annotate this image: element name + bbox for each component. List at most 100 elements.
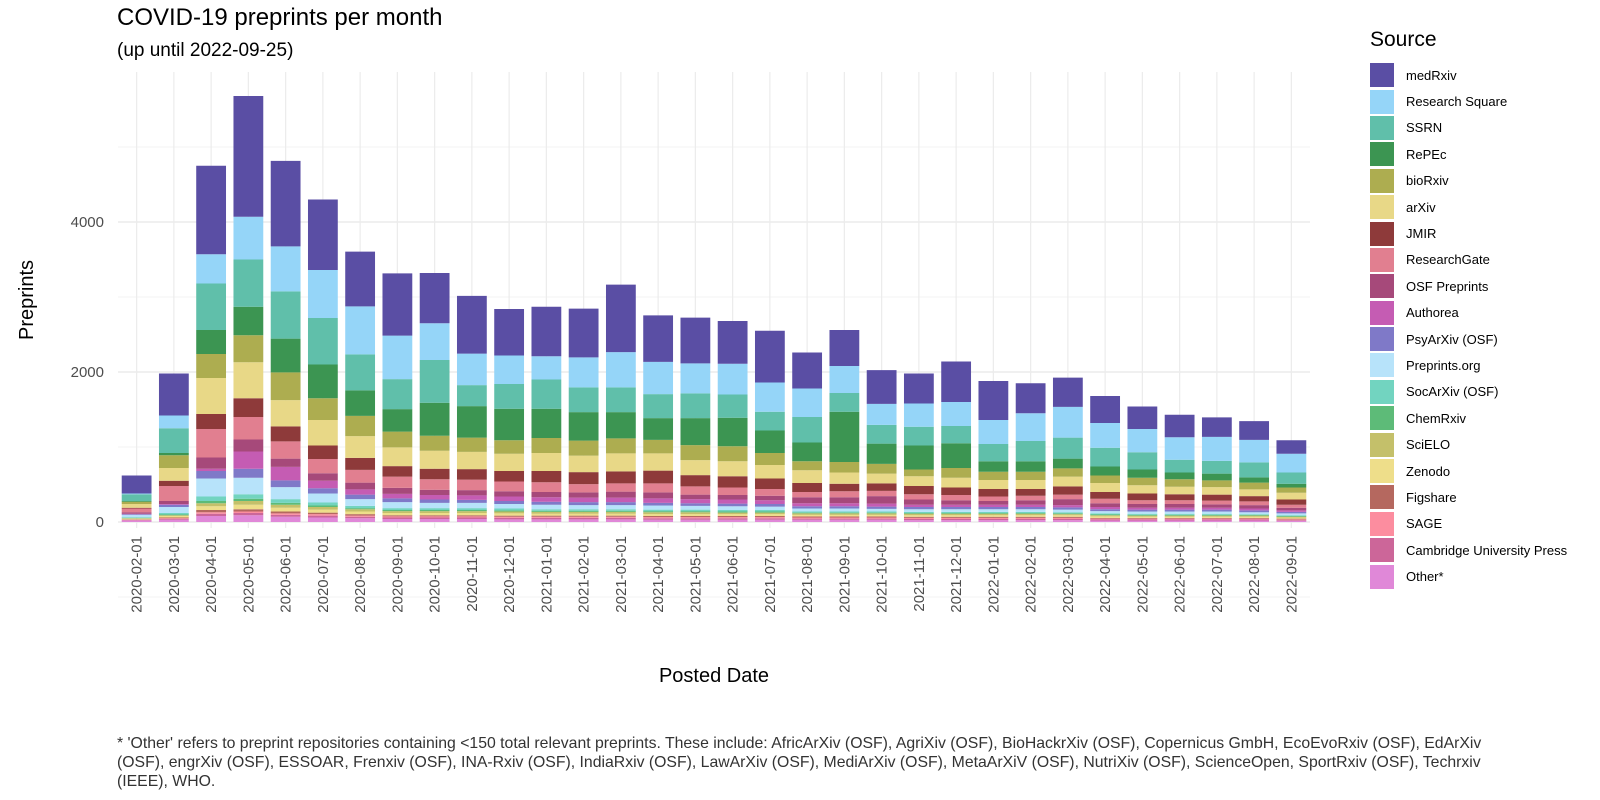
bar-segment [680,486,711,495]
bar-segment [382,273,413,336]
bar-segment [121,493,152,495]
bar-segment [233,498,264,501]
bar-segment [158,516,189,518]
bar-segment [792,513,823,515]
bar-segment [1201,509,1232,512]
bar-segment [456,469,487,480]
bar-segment [121,514,152,515]
bar-segment [382,519,413,522]
bar-segment [233,509,264,512]
bar-segment [1052,520,1083,523]
bar-segment [1276,517,1307,519]
bar-segment [1164,479,1195,487]
bar-segment [456,517,487,519]
legend-label: ResearchGate [1406,252,1490,268]
bar-segment [1015,504,1046,507]
bar-segment [1239,518,1270,520]
bar-segment [531,438,562,453]
bar-segment [121,512,152,514]
x-tick-label: 2021-04-01 [650,536,667,613]
bar-segment [643,517,674,519]
bar-segment [345,511,376,515]
bar-segment [1090,483,1121,492]
bar-segment [717,510,748,512]
bar-segment [345,515,376,517]
bar-segment [419,273,450,324]
bar-segment [680,505,711,510]
x-tick-label: 2020-07-01 [315,536,332,613]
bar-segment [419,360,450,403]
bar-segment [1052,517,1083,520]
bar-segment [903,504,934,507]
legend-item: JMIR [1370,220,1567,246]
bar-segment [680,393,711,419]
bar-segment [419,450,450,469]
legend-item: RePEc [1370,141,1567,167]
bar-segment [1052,515,1083,517]
bar-segment [307,507,338,510]
bar-segment [419,511,450,514]
bar-segment [1201,494,1232,501]
bar-segment [419,435,450,451]
bar-segment [903,516,934,518]
bar-segment [307,420,338,446]
bar-segment [1090,520,1121,522]
legend-label: Other* [1406,569,1444,585]
bar-segment [792,514,823,517]
bar-segment [717,321,748,364]
bar-segment [643,502,674,506]
x-tick-label: 2020-08-01 [352,536,369,613]
bar-segment [1201,500,1232,505]
bar-segment [605,517,636,520]
bar-segment [754,495,785,501]
bar-segment [345,251,376,307]
bar-segment [1052,509,1083,513]
bar-segment [1276,513,1307,516]
legend-item: PsyArXiv (OSF) [1370,326,1567,352]
bar-segment [1015,511,1046,514]
bar-segment [903,476,934,486]
bar-segment [605,505,636,510]
bar-segment [270,507,301,512]
bar-segment [903,469,934,477]
y-axis: 0 2000 4000 [71,214,104,531]
bar-segment [829,472,860,484]
bar-segment [1015,441,1046,462]
x-tick-label: 2020-06-01 [278,536,295,613]
bar-segment [605,453,636,472]
bar-segment [903,494,934,500]
bar-segment [754,512,785,515]
bar-segment [158,514,189,516]
bar-segment [233,96,264,217]
bar-segment [196,506,227,510]
legend-swatch [1370,432,1394,457]
bar-segment [345,354,376,391]
bar-segment [1201,436,1232,461]
bar-segment [1164,437,1195,460]
bar-segment [717,476,748,488]
bar-segment [978,511,1009,514]
legend-swatch [1370,511,1394,536]
bar-segment [307,398,338,420]
bar-segment [1015,513,1046,514]
bar-segment [941,504,972,507]
bar-segment [754,465,785,479]
bar-segment [456,502,487,509]
bar-segment [1052,499,1083,506]
bar-segment [1015,500,1046,505]
x-tick-label: 2021-10-01 [874,536,891,613]
bar-segment [1276,504,1307,508]
bar-segment [1127,515,1158,517]
bar-segment [494,471,525,482]
bar-segment [121,501,152,504]
bar-segment [233,494,264,499]
bar-segment [1127,500,1158,504]
legend-label: JMIR [1406,226,1437,242]
bar-segment [233,501,264,505]
legend-label: bioRxiv [1406,173,1449,189]
x-tick-label: 2021-11-01 [911,536,928,612]
bar-segment [456,451,487,470]
bar-segment [158,428,189,453]
bar-segment [1015,513,1046,516]
bar-segment [307,199,338,270]
